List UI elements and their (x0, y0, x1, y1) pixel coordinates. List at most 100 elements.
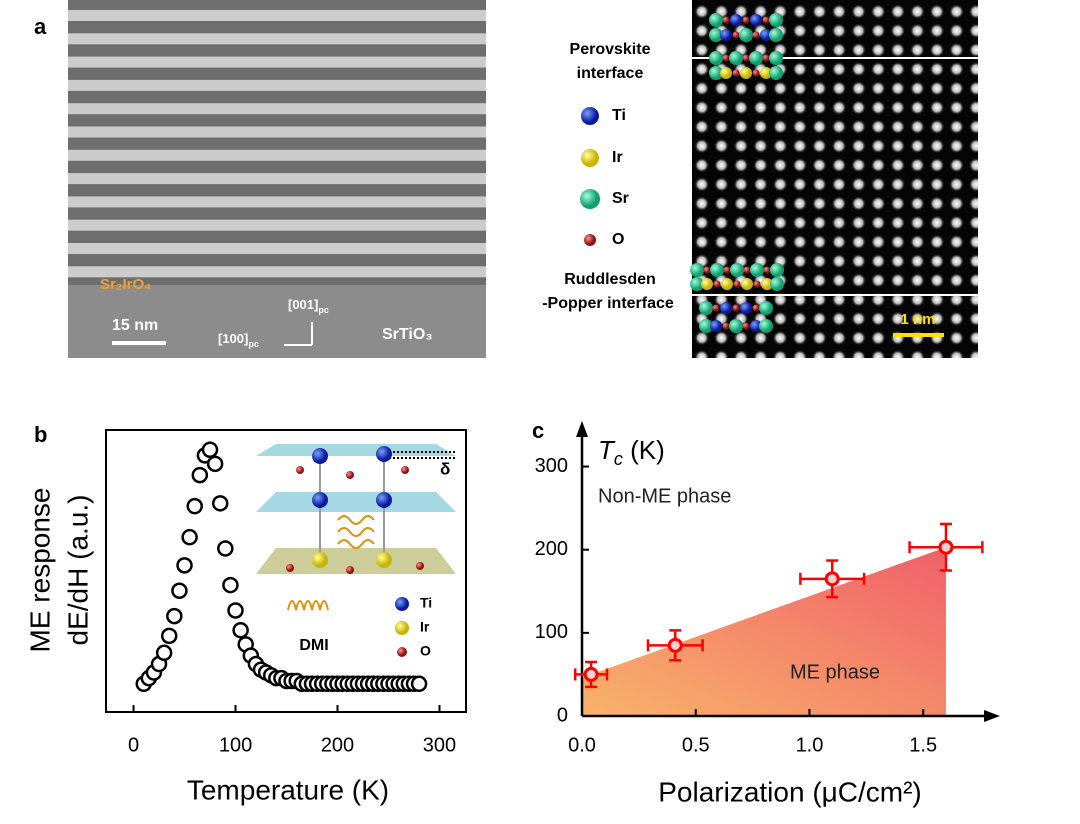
data-point (217, 540, 234, 557)
data-point (583, 666, 599, 682)
atom (742, 54, 750, 62)
atom (740, 302, 752, 314)
data-point (222, 576, 239, 594)
inset-atom (376, 552, 392, 568)
atom (723, 266, 731, 274)
inset-atom (346, 471, 354, 479)
data-point (227, 602, 244, 619)
legend-label: Ti (612, 107, 626, 124)
atom (742, 16, 750, 24)
y-axis-label: Tc (K) (598, 435, 665, 469)
atom (709, 51, 723, 65)
atom (769, 66, 783, 80)
x-tick-label: 100 (219, 734, 252, 756)
stripe (68, 10, 486, 21)
atom (720, 67, 732, 79)
legend-label: Ti (420, 595, 432, 611)
atom (709, 13, 723, 27)
data-point (176, 557, 193, 574)
legend-atom (395, 597, 409, 611)
atom (762, 16, 770, 24)
x-tick-label: 300 (423, 734, 456, 756)
x-tick-label: 0.5 (682, 734, 710, 756)
panel-c: c Tc (K) Non-ME phase ME phase Polarizat… (532, 418, 1000, 807)
dmi-spring (287, 600, 329, 611)
atom (712, 304, 720, 312)
atom (722, 322, 730, 330)
atom (730, 14, 742, 26)
atom (729, 319, 743, 333)
interface-label: -Popper interface (542, 295, 674, 312)
atom (753, 280, 761, 288)
data-point (938, 539, 954, 555)
inset-spring (337, 515, 375, 549)
x-axis-label: Temperature (K) (187, 774, 389, 805)
data-point (206, 455, 224, 473)
data-point (155, 644, 173, 662)
stripe (68, 243, 486, 254)
axis-label-sub: pc (248, 339, 259, 349)
atom (762, 54, 770, 62)
legend-atom (397, 647, 407, 657)
axis-label: [100] (218, 331, 248, 346)
atom (732, 31, 740, 39)
data-point (824, 571, 840, 587)
inset-atom (401, 466, 409, 474)
inset-atom (312, 552, 328, 568)
interface-label: Perovskite (570, 41, 651, 58)
atom (750, 14, 762, 26)
panel-label: b (34, 422, 47, 447)
atom (759, 319, 773, 333)
inset: δ DMI Ti Ir O (256, 444, 456, 659)
y-axis-label-sub: c (614, 449, 623, 469)
atom (722, 16, 730, 24)
data-point (201, 441, 219, 458)
panel-b: b ME response dE/dH (a.u.) Temperature (… (24, 422, 467, 805)
atom (709, 66, 723, 80)
atom (770, 277, 784, 291)
x-axis-label: Polarization (μC/cm²) (658, 776, 922, 807)
atom (743, 266, 751, 274)
atom (733, 280, 741, 288)
x-tick-label: 0.0 (568, 734, 596, 756)
inset-plane (256, 492, 456, 512)
interface-label: interface (577, 65, 644, 82)
axis-label-sub: pc (318, 305, 329, 315)
atom (740, 67, 752, 79)
atom (713, 280, 721, 288)
y-axis-label: dE/dH (a.u.) (62, 495, 93, 646)
inset-plane (256, 548, 456, 574)
atom (739, 28, 753, 42)
atom (752, 69, 760, 77)
x-tick-label: 0 (128, 734, 139, 756)
data-point (211, 495, 229, 512)
x-tick-label: 1.5 (909, 734, 937, 756)
data-point (232, 621, 249, 639)
atom (690, 263, 704, 277)
data-point (186, 497, 203, 515)
atom (732, 69, 740, 77)
data-point (667, 637, 683, 653)
legend-atom (584, 234, 596, 246)
me-phase-region (582, 547, 946, 716)
x-tick-label: 200 (321, 734, 354, 756)
stripe (68, 219, 486, 231)
scale-bar-label: 1 nm (900, 311, 935, 328)
atom (709, 28, 723, 42)
legend-label: O (420, 643, 431, 659)
data-point (160, 627, 178, 645)
legend-label: O (612, 231, 624, 248)
inset-atom (286, 564, 294, 572)
atom (749, 51, 763, 65)
stripe (68, 126, 486, 138)
interface-label: Ruddlesden (564, 271, 656, 288)
atom (742, 322, 750, 330)
atom-overlay (690, 13, 784, 333)
x-tick-label: 1.0 (796, 734, 824, 756)
atom (720, 302, 732, 314)
y-axis-label-unit: (K) (623, 435, 665, 465)
legend-atom (395, 621, 409, 635)
stripe (68, 266, 486, 278)
y-tick-label: 200 (535, 538, 568, 560)
